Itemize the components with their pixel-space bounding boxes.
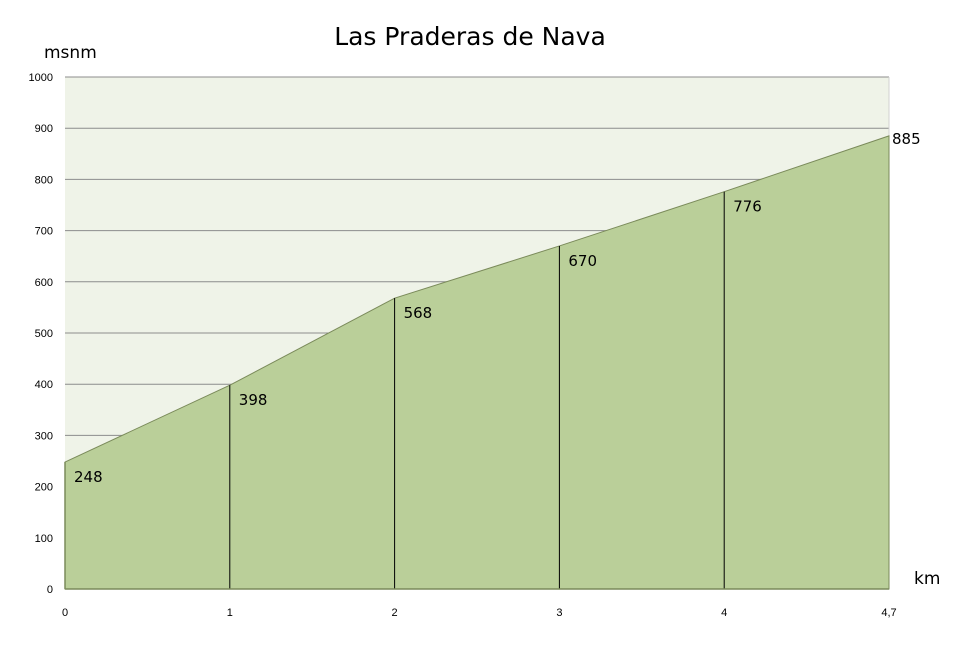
data-label: 568: [404, 304, 433, 322]
y-tick-label: 0: [47, 584, 53, 596]
data-label: 776: [733, 198, 762, 216]
y-tick-label: 100: [35, 533, 53, 545]
data-label: 248: [74, 468, 103, 486]
x-tick-label: 4,7: [881, 607, 896, 619]
x-tick-label: 0: [62, 607, 68, 619]
y-tick-label: 500: [35, 328, 53, 340]
chart-title: Las Praderas de Nava: [334, 22, 606, 51]
y-tick-label: 400: [35, 379, 53, 391]
y-tick-label: 700: [35, 226, 53, 238]
x-tick-label: 3: [556, 607, 562, 619]
data-label: 670: [568, 252, 597, 270]
x-tick-label: 2: [392, 607, 398, 619]
y-tick-label: 900: [35, 123, 53, 135]
y-tick-label: 600: [35, 277, 53, 289]
y-tick-label: 800: [35, 174, 53, 186]
y-tick-label: 200: [35, 482, 53, 494]
x-tick-label: 1: [227, 607, 233, 619]
y-axis-label: msnm: [44, 43, 97, 63]
x-axis-label: km: [914, 569, 940, 589]
x-tick-label: 4: [721, 607, 727, 619]
y-tick-label: 1000: [29, 72, 53, 84]
y-tick-label: 300: [35, 430, 53, 442]
data-label: 885: [892, 130, 921, 148]
data-label: 398: [239, 391, 268, 409]
